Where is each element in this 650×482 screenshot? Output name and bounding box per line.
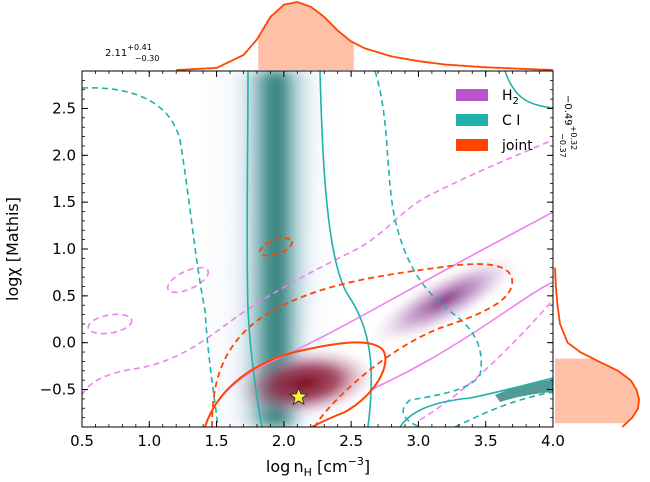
x-tick-label: 2.0 (272, 432, 296, 450)
h2-contour-inner-lower (369, 281, 553, 391)
density-image (82, 71, 553, 427)
x-axis-label: log nH [cm−3] (266, 455, 370, 479)
joint-contour-inner (204, 341, 387, 427)
legend: H2 C I joint (456, 88, 533, 154)
joint-contour-outer (211, 263, 513, 427)
ci-contour-outer-left (82, 87, 219, 427)
y-tick-label: 2.5 (52, 99, 76, 117)
h2-contour-island-mid (166, 266, 210, 294)
ci-contour-inner (246, 71, 263, 427)
x-tick-label: 0.5 (70, 432, 94, 450)
marginal-x-curve (176, 1, 554, 71)
legend-label: joint (501, 138, 533, 154)
y-tick-label: 0.0 (52, 334, 76, 352)
legend-swatch (456, 114, 488, 126)
y-tick-label: 1.0 (52, 240, 76, 258)
x-param-annotation: 2.11+0.41 −0.30 (105, 43, 159, 63)
x-tick-label: 2.5 (339, 432, 363, 450)
ci-contour-br-solid (399, 377, 553, 427)
x-tick-label: 3.0 (406, 432, 430, 450)
legend-swatch (456, 139, 488, 151)
marginal-x-panel (176, 1, 554, 71)
best-fit-star (289, 386, 309, 406)
legend-swatch (456, 89, 488, 101)
h2-contour-outer-lower (419, 299, 553, 421)
y-axis-label: logχ [Mathis] (3, 197, 22, 301)
y-param-annotation: −0.49+0.32−0.37 (558, 95, 578, 158)
x-tick-label: 3.5 (474, 432, 498, 450)
legend-label: H2 (502, 88, 519, 107)
ci-contour-inner-right (319, 71, 373, 427)
ci-contour-topright (504, 71, 553, 109)
h2-contour-outer (82, 139, 553, 396)
y-tick-label: 2.0 (52, 146, 76, 164)
x-tick-label: 1.5 (205, 432, 229, 450)
legend-label: C I (502, 113, 520, 129)
ci-contour-outer-br (454, 391, 553, 427)
h2-contour-island-left (87, 313, 133, 335)
y-tick-label: −0.5 (40, 381, 76, 399)
x-tick-label: 1.0 (137, 432, 161, 450)
marginal-x-shade (258, 2, 354, 70)
y-tick-label: 1.5 (52, 193, 76, 211)
marginal-y-shade (555, 358, 639, 424)
axes: 0.5 1.0 1.5 2.0 2.5 3.0 3.5 4.0 −0.5 0.0 0.5 1.0 1.5… (40, 70, 565, 450)
marginal-y-curve (554, 267, 640, 428)
y-tick-label: 0.5 (52, 287, 76, 305)
x-tick-label: 4.0 (541, 432, 565, 450)
marginal-y-panel (554, 267, 640, 428)
best-fit-star-shape (289, 386, 309, 406)
